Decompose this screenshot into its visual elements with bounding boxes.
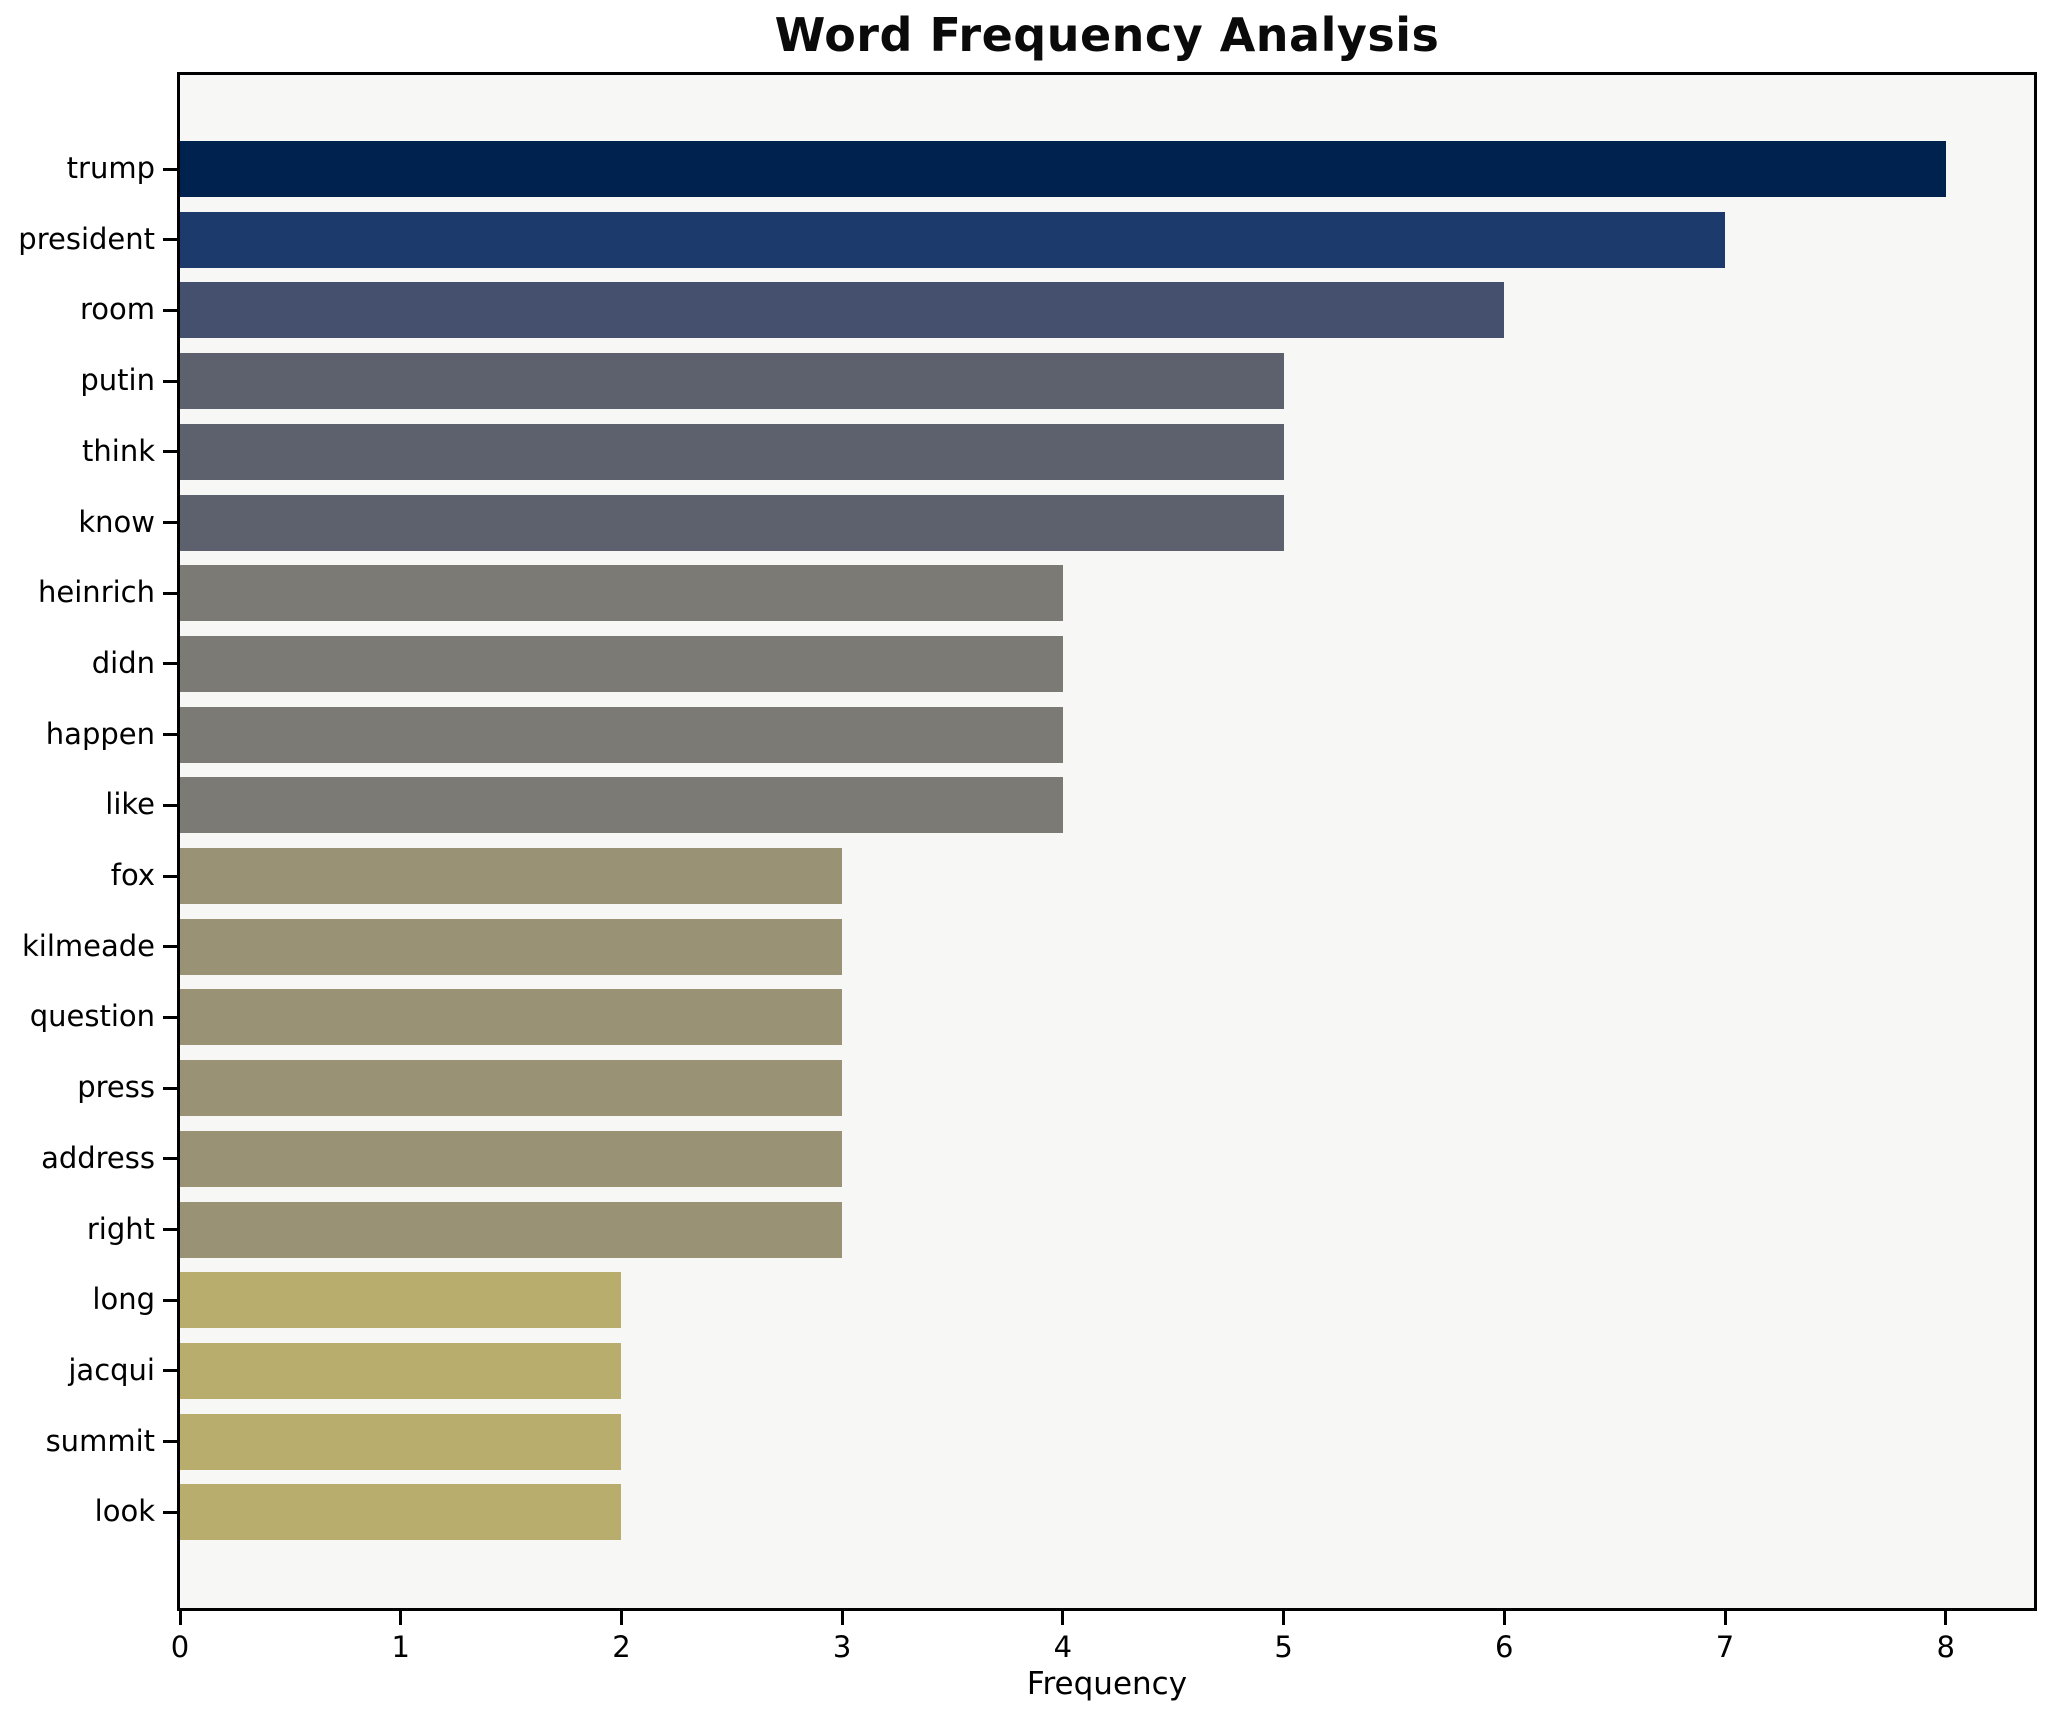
chart-title: Word Frequency Analysis bbox=[774, 8, 1440, 62]
x-tick-label-7: 7 bbox=[1715, 1630, 1735, 1664]
y-tick-label-right: right bbox=[86, 1211, 155, 1246]
x-axis-title: Frequency bbox=[1026, 1666, 1188, 1702]
y-tick-mark bbox=[163, 308, 177, 312]
bar-didn bbox=[180, 635, 1063, 692]
y-tick-label-address: address bbox=[41, 1140, 155, 1175]
x-tick-mark bbox=[1723, 1611, 1727, 1625]
y-tick-label-question: question bbox=[29, 999, 155, 1034]
bar-putin bbox=[180, 353, 1284, 410]
y-tick-label-heinrich: heinrich bbox=[38, 575, 155, 610]
y-tick-label-fox: fox bbox=[110, 858, 155, 892]
bar-know bbox=[180, 494, 1284, 551]
y-tick-mark bbox=[163, 450, 177, 454]
x-tick-label-6: 6 bbox=[1495, 1630, 1514, 1664]
y-tick-mark bbox=[163, 591, 177, 595]
bar-fox bbox=[180, 848, 843, 904]
y-tick-mark bbox=[163, 1440, 177, 1444]
bar-long bbox=[180, 1272, 622, 1329]
y-tick-label-trump: trump bbox=[66, 151, 155, 185]
y-tick-label-long: long bbox=[92, 1282, 155, 1317]
y-tick-mark bbox=[163, 521, 177, 524]
bar-like bbox=[180, 777, 1063, 834]
x-tick-mark bbox=[399, 1611, 403, 1625]
bar-think bbox=[180, 423, 1284, 480]
y-tick-label-putin: putin bbox=[80, 363, 155, 398]
x-tick-mark bbox=[1502, 1611, 1506, 1625]
x-tick-label-0: 0 bbox=[170, 1630, 190, 1664]
y-tick-label-like: like bbox=[105, 787, 155, 822]
x-tick-mark bbox=[1944, 1611, 1948, 1625]
x-tick-label-8: 8 bbox=[1936, 1630, 1955, 1664]
bar-address bbox=[180, 1130, 843, 1187]
y-tick-mark bbox=[163, 238, 177, 242]
bar-look bbox=[180, 1484, 622, 1541]
y-tick-label-think: think bbox=[82, 433, 155, 468]
x-tick-mark bbox=[1282, 1611, 1286, 1625]
y-tick-mark bbox=[163, 1228, 177, 1231]
y-tick-label-kilmeade: kilmeade bbox=[21, 928, 155, 963]
y-tick-mark bbox=[163, 874, 177, 878]
y-tick-label-room: room bbox=[79, 292, 155, 327]
bar-question bbox=[180, 989, 843, 1046]
x-tick-mark bbox=[1061, 1611, 1065, 1625]
bar-trump bbox=[180, 141, 1946, 197]
x-tick-label-1: 1 bbox=[391, 1630, 410, 1664]
y-tick-label-look: look bbox=[94, 1494, 155, 1529]
y-tick-mark bbox=[163, 1157, 177, 1161]
y-tick-label-president: president bbox=[18, 221, 155, 256]
y-tick-mark bbox=[163, 379, 177, 383]
bar-happen bbox=[180, 706, 1063, 763]
y-tick-label-jacqui: jacqui bbox=[68, 1352, 155, 1387]
bar-summit bbox=[180, 1413, 622, 1470]
bar-press bbox=[180, 1060, 843, 1117]
y-tick-mark bbox=[163, 1510, 177, 1514]
y-tick-mark bbox=[163, 945, 177, 949]
y-tick-mark bbox=[163, 662, 177, 666]
y-tick-label-know: know bbox=[78, 504, 155, 539]
y-tick-mark bbox=[163, 803, 177, 807]
bar-right bbox=[180, 1201, 843, 1258]
x-tick-label-3: 3 bbox=[832, 1630, 852, 1664]
bar-jacqui bbox=[180, 1342, 622, 1399]
y-tick-mark bbox=[163, 167, 177, 171]
plot-area bbox=[177, 72, 2037, 1611]
y-tick-mark bbox=[163, 733, 177, 737]
y-tick-mark bbox=[163, 1086, 177, 1090]
y-tick-mark bbox=[163, 1369, 177, 1373]
y-tick-mark bbox=[163, 1015, 177, 1019]
bar-kilmeade bbox=[180, 918, 843, 975]
x-tick-label-4: 4 bbox=[1053, 1630, 1073, 1664]
y-tick-label-didn: didn bbox=[91, 645, 155, 680]
x-tick-mark bbox=[619, 1611, 623, 1625]
x-tick-mark bbox=[178, 1611, 182, 1625]
y-tick-label-summit: summit bbox=[45, 1423, 155, 1458]
y-tick-label-press: press bbox=[77, 1070, 155, 1105]
bar-room bbox=[180, 282, 1505, 339]
x-tick-label-5: 5 bbox=[1274, 1630, 1293, 1664]
x-tick-mark bbox=[840, 1611, 844, 1625]
bar-heinrich bbox=[180, 565, 1063, 622]
y-tick-mark bbox=[163, 1298, 177, 1302]
bar-president bbox=[180, 211, 1725, 268]
x-tick-label-2: 2 bbox=[612, 1630, 631, 1664]
y-tick-label-happen: happen bbox=[45, 716, 155, 751]
